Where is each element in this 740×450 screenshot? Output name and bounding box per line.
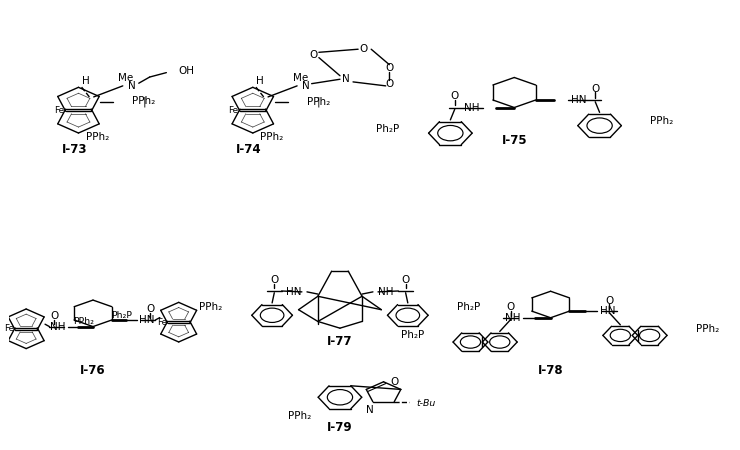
Text: N: N <box>342 74 349 84</box>
Text: H: H <box>82 76 90 86</box>
Text: O: O <box>605 296 613 306</box>
Text: O: O <box>50 311 58 321</box>
Text: O: O <box>360 44 368 54</box>
Text: PPh₂: PPh₂ <box>696 324 719 334</box>
Text: PPh₂: PPh₂ <box>132 96 155 106</box>
Text: PPh₂: PPh₂ <box>73 317 94 326</box>
Text: PPh₂: PPh₂ <box>86 132 109 142</box>
Text: NH: NH <box>50 322 65 332</box>
Text: O: O <box>386 63 394 73</box>
Text: I-75: I-75 <box>502 134 527 147</box>
Text: O: O <box>591 84 599 94</box>
Text: t-Bu: t-Bu <box>416 400 435 409</box>
Text: Fe: Fe <box>228 106 238 115</box>
Text: NH: NH <box>378 287 394 297</box>
Text: HN: HN <box>571 95 586 105</box>
Text: N: N <box>127 81 135 91</box>
Text: I-74: I-74 <box>236 143 262 156</box>
Text: Ph₂P: Ph₂P <box>376 124 400 134</box>
Text: O: O <box>386 79 394 89</box>
Text: O: O <box>147 304 155 315</box>
Text: Fe: Fe <box>4 324 14 333</box>
Text: I-79: I-79 <box>327 421 353 434</box>
Text: I-76: I-76 <box>80 364 106 377</box>
Text: I-73: I-73 <box>62 143 87 156</box>
Text: H: H <box>256 76 264 86</box>
Text: O: O <box>270 275 278 285</box>
Text: NH: NH <box>505 313 520 323</box>
Text: Fe: Fe <box>54 106 64 115</box>
Text: Ph₂P: Ph₂P <box>111 311 132 320</box>
Text: I-77: I-77 <box>327 335 353 348</box>
Text: PPh₂: PPh₂ <box>650 116 673 126</box>
Text: O: O <box>391 377 399 387</box>
Text: N: N <box>302 81 310 91</box>
Text: Ph₂P: Ph₂P <box>457 302 480 312</box>
Text: PPh₂: PPh₂ <box>306 97 330 107</box>
Text: PPh₂: PPh₂ <box>288 411 311 421</box>
Text: PPh₂: PPh₂ <box>200 302 223 312</box>
Text: Ph₂P: Ph₂P <box>401 330 424 340</box>
Text: PPh₂: PPh₂ <box>260 132 283 142</box>
Text: O: O <box>309 50 317 60</box>
Text: Fe: Fe <box>157 318 166 327</box>
Text: HN: HN <box>139 315 155 325</box>
Text: |: | <box>317 97 320 108</box>
Text: HN: HN <box>600 306 616 316</box>
Text: OH: OH <box>178 66 195 76</box>
Text: HN: HN <box>286 287 302 297</box>
Text: Me: Me <box>118 73 134 83</box>
Text: NH: NH <box>464 103 480 112</box>
Text: N: N <box>366 405 374 415</box>
Text: I-78: I-78 <box>538 364 563 377</box>
Text: |: | <box>142 97 146 108</box>
Text: O: O <box>507 302 515 312</box>
Text: O: O <box>451 91 459 101</box>
Text: Me: Me <box>293 73 308 83</box>
Text: O: O <box>402 275 410 285</box>
